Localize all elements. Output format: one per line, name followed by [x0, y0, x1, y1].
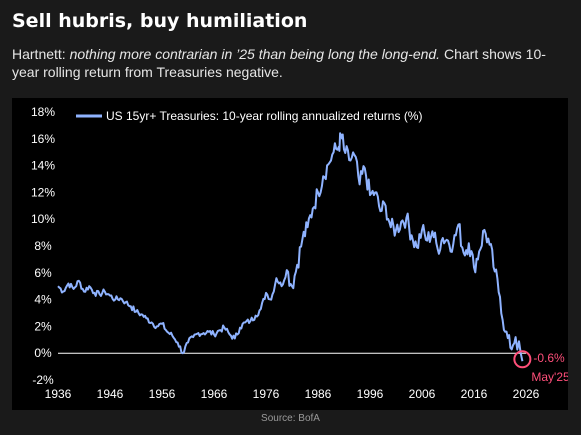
subtitle-emphasis: nothing more contrarian in ’25 than bein… — [69, 46, 441, 62]
annotation-value: -0.6% — [533, 351, 565, 365]
x-tick-label: 1996 — [357, 387, 384, 401]
y-tick-label: 6% — [34, 266, 52, 280]
line-chart: 18% 16% 14% 12% 10% 8% 6% 4% 2% 0% -2%1936 1946 1956… — [31, 105, 568, 401]
y-tick-label: 14% — [31, 159, 55, 173]
y-tick-label: 10% — [31, 212, 55, 226]
y-tick-label: 16% — [31, 132, 55, 146]
x-tick-label: 1956 — [149, 387, 176, 401]
subtitle-lead: Hartnett: — [12, 46, 66, 62]
y-tick-label: 2% — [34, 319, 52, 333]
subtitle-tail: Chart shows 10-year rolling return from … — [12, 46, 546, 80]
y-tick-label: 0% — [34, 346, 52, 360]
annotation-date: May'25 — [531, 370, 568, 384]
series-line — [57, 132, 524, 362]
x-tick-label: 2026 — [513, 387, 540, 401]
x-tick-label: 2006 — [409, 387, 436, 401]
x-tick-label: 1976 — [253, 387, 280, 401]
chart-panel: 18% 16% 14% 12% 10% 8% 6% 4% 2% 0% -2% 1936 1946 1956… — [12, 98, 568, 410]
x-tick-label: 1936 — [45, 387, 72, 401]
y-tick-label: 8% — [34, 239, 52, 253]
subtitle: Hartnett: nothing more contrarian in ’25… — [12, 45, 572, 81]
source-note: Source: BofA — [261, 413, 320, 424]
y-tick-label: 18% — [31, 105, 55, 119]
y-tick-label: -2% — [32, 373, 54, 387]
x-tick-label: 1966 — [201, 387, 228, 401]
headline: Sell hubris, buy humiliation — [12, 10, 308, 32]
legend-label: US 15yr+ Treasuries: 10-year rolling ann… — [106, 109, 422, 123]
x-tick-label: 2016 — [461, 387, 488, 401]
y-tick-label: 12% — [31, 185, 55, 199]
y-tick-label: 4% — [34, 293, 52, 307]
x-tick-label: 1946 — [97, 387, 124, 401]
x-tick-label: 1986 — [305, 387, 332, 401]
highlight-circle — [513, 350, 532, 369]
